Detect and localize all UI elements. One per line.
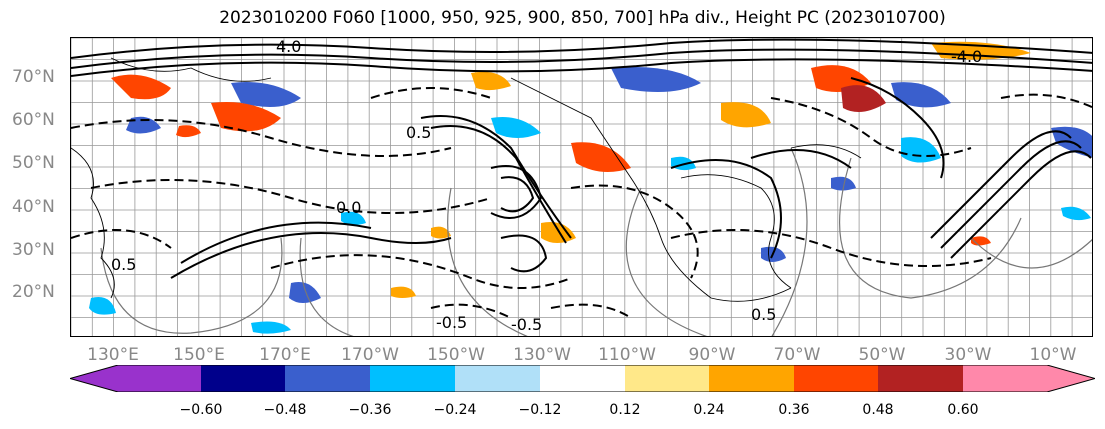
map-canvas: 4.0 -4.0 0.5 0.0 0.5 -0.5 -0.5 0.5 [71,38,1092,336]
colorbar-segment [285,365,370,392]
colorbar [70,365,1095,392]
colorbar-segment [370,365,455,392]
lon-label: 50°W [858,345,906,365]
colorbar-segment [625,365,709,392]
lon-label: 150°W [427,345,485,365]
colorbar-tick-label: −0.48 [263,402,307,418]
lat-label: 20°N [12,282,55,302]
lon-label: 70°W [773,345,821,365]
divergence-shading [89,41,1092,334]
map-panel: 4.0 -4.0 0.5 0.0 0.5 -0.5 -0.5 0.5 [70,37,1093,337]
colorbar-segment [709,365,794,392]
lon-label: 130°E [87,345,139,365]
colorbar-tick-label: −0.12 [518,402,562,418]
contour-label: -0.5 [511,315,542,334]
lat-label: 70°N [12,67,55,87]
lat-lon-grid [71,38,1092,336]
contour-label: -0.5 [436,313,467,332]
colorbar-segment [794,365,878,392]
colorbar-tick-label: 0.24 [693,402,725,418]
colorbar-tick-label: 0.36 [778,402,810,418]
coastlines [71,57,862,302]
map-title: 2023010200 F060 [1000, 950, 925, 900, 85… [219,8,946,28]
lat-label: 30°N [12,240,55,260]
dashed-contours [71,87,1092,319]
lat-label: 40°N [12,197,55,217]
colorbar-tick-label: 0.12 [609,402,641,418]
lon-label: 90°W [688,345,736,365]
colorbar-segment [455,365,540,392]
height-contours [71,38,1092,279]
colorbar-tick-label: 0.48 [862,402,894,418]
colorbar-segment [878,365,963,392]
contour-label: 0.5 [751,305,776,324]
contour-label: -4.0 [951,47,982,66]
colorbar-tick-label: −0.24 [433,402,477,418]
contour-label: 4.0 [276,38,301,56]
contour-label: 0.0 [336,198,361,217]
lon-label: 150°E [173,345,225,365]
colorbar-segment [540,365,625,392]
lon-label: 110°W [598,345,656,365]
lon-label: 30°W [944,345,992,365]
contour-label: 0.5 [406,123,431,142]
contour-label: 0.5 [111,255,136,274]
colorbar-tick-label: −0.60 [179,402,223,418]
contour-label-layer: 4.0 -4.0 0.5 0.0 0.5 -0.5 -0.5 0.5 [111,38,982,334]
lon-label: 10°W [1029,345,1077,365]
colorbar-tick-label: 0.60 [947,402,979,418]
lat-label: 60°N [12,110,55,130]
colorbar-segment [201,365,285,392]
colorbar-segment [70,365,201,392]
lat-label: 50°N [12,153,55,173]
lon-label: 170°E [259,345,311,365]
lon-label: 170°W [341,345,399,365]
lon-label: 130°W [513,345,571,365]
colorbar-tick-label: −0.36 [348,402,392,418]
colorbar-segment [963,365,1095,392]
